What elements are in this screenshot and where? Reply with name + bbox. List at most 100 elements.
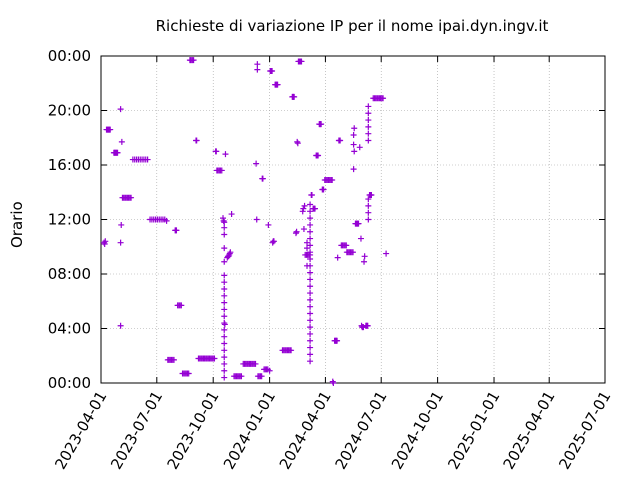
data-point xyxy=(307,344,314,351)
data-point xyxy=(254,61,261,68)
data-point xyxy=(226,251,233,258)
data-point xyxy=(117,106,124,113)
data-point xyxy=(307,358,314,365)
x-tick-label: 2023-07-01 xyxy=(107,388,166,473)
data-point xyxy=(291,93,298,100)
data-point xyxy=(193,137,200,144)
data-point xyxy=(350,141,357,148)
x-tick-label: 2024-07-01 xyxy=(331,388,390,473)
data-point xyxy=(307,337,314,344)
data-point xyxy=(173,227,180,234)
data-point xyxy=(185,370,192,377)
data-point xyxy=(368,191,375,198)
data-point xyxy=(221,306,228,313)
data-point xyxy=(307,256,314,263)
data-point xyxy=(350,166,357,173)
data-point xyxy=(221,333,228,340)
data-point xyxy=(163,217,170,224)
data-point xyxy=(300,205,307,212)
data-point xyxy=(222,151,229,158)
grid-lines xyxy=(101,56,605,383)
data-point xyxy=(307,235,314,242)
data-point xyxy=(307,296,314,303)
data-point xyxy=(118,138,125,145)
data-point xyxy=(383,250,390,257)
data-point xyxy=(269,239,276,246)
y-tick-label: 00:00 xyxy=(48,374,91,392)
data-point xyxy=(225,253,232,260)
data-point xyxy=(350,132,357,139)
x-tick-label: 2023-04-01 xyxy=(51,388,110,473)
data-point xyxy=(365,216,372,223)
data-point xyxy=(274,81,281,88)
data-point xyxy=(107,126,114,133)
data-point xyxy=(293,228,300,235)
x-tick-label: 2025-04-01 xyxy=(499,388,558,473)
data-points xyxy=(101,57,390,386)
y-tick-label: 12:00 xyxy=(48,211,91,229)
data-point xyxy=(365,202,372,209)
data-point xyxy=(238,373,245,380)
data-point xyxy=(227,249,234,256)
data-point xyxy=(330,380,337,386)
data-point xyxy=(307,303,314,310)
data-point xyxy=(365,137,372,144)
data-point xyxy=(307,215,314,222)
data-point xyxy=(117,322,124,329)
data-point xyxy=(253,160,260,167)
data-point xyxy=(218,167,225,174)
data-point xyxy=(221,258,228,265)
data-point xyxy=(308,191,315,198)
data-point xyxy=(253,216,260,223)
data-point xyxy=(365,130,372,137)
chart-title: Richieste di variazione IP per il nome i… xyxy=(155,17,549,35)
data-point xyxy=(294,140,301,147)
x-tick-label: 2024-10-01 xyxy=(388,388,447,473)
data-point xyxy=(298,58,305,65)
data-point xyxy=(361,258,368,265)
data-point xyxy=(221,245,228,252)
data-point xyxy=(221,320,228,327)
data-point xyxy=(211,355,218,362)
data-point xyxy=(307,276,314,283)
data-point xyxy=(117,239,124,246)
data-point xyxy=(254,66,261,73)
data-point xyxy=(307,249,314,256)
data-point xyxy=(221,292,228,299)
x-tick-label: 2023-10-01 xyxy=(163,388,222,473)
data-point xyxy=(221,279,228,286)
data-point xyxy=(288,347,295,354)
data-point xyxy=(307,269,314,276)
data-point xyxy=(221,321,228,328)
data-point xyxy=(307,262,314,269)
data-point xyxy=(220,217,227,224)
data-point xyxy=(221,272,228,279)
data-point xyxy=(266,367,273,374)
data-point xyxy=(101,239,108,246)
data-point xyxy=(228,211,235,218)
data-point xyxy=(364,322,371,329)
data-point xyxy=(221,354,228,361)
x-tick-label: 2025-01-01 xyxy=(444,388,503,473)
data-point xyxy=(252,360,259,367)
data-point xyxy=(221,340,228,347)
data-point xyxy=(315,152,322,159)
data-point xyxy=(300,226,307,233)
y-tick-label: 20:00 xyxy=(48,102,91,120)
data-point xyxy=(307,324,314,331)
data-point xyxy=(102,238,109,245)
data-point xyxy=(269,67,276,74)
x-tick-label: 2025-07-01 xyxy=(555,388,614,473)
data-point xyxy=(307,310,314,317)
data-point xyxy=(361,253,368,260)
data-point xyxy=(221,326,228,333)
data-point xyxy=(118,221,125,228)
data-point xyxy=(221,231,228,238)
data-point xyxy=(307,351,314,358)
data-point xyxy=(307,330,314,337)
data-point xyxy=(365,103,372,110)
y-tick-label: 08:00 xyxy=(48,265,91,283)
data-point xyxy=(221,347,228,354)
data-point xyxy=(307,242,314,249)
